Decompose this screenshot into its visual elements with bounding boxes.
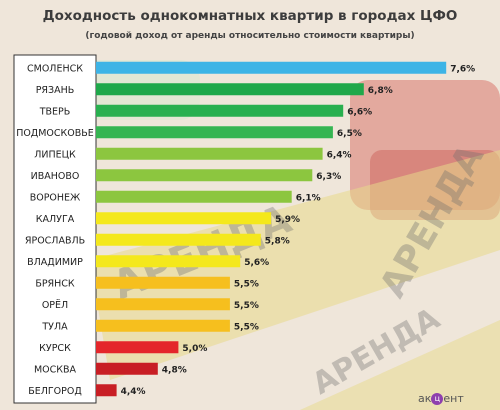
bar — [96, 169, 313, 182]
bar — [96, 233, 261, 246]
category-label: ЯРОСЛАВЛЬ — [25, 235, 85, 246]
value-label: 5,0% — [182, 344, 207, 354]
category-label: КАЛУГА — [36, 214, 75, 225]
bar — [96, 255, 241, 268]
category-label: ТУЛА — [41, 321, 68, 332]
value-label: 7,6% — [450, 64, 475, 74]
value-label: 6,8% — [368, 86, 393, 96]
value-label: 4,8% — [162, 365, 187, 375]
chart-subtitle: (годовой доход от аренды относительно ст… — [85, 31, 415, 41]
value-label: 6,4% — [327, 150, 352, 160]
category-label: ЛИПЕЦК — [34, 149, 76, 160]
value-label: 6,6% — [347, 107, 372, 117]
bar — [96, 319, 230, 332]
value-label: 5,8% — [265, 236, 290, 246]
bar — [96, 104, 344, 117]
bar — [96, 341, 179, 354]
bar — [96, 126, 333, 139]
category-label: ТВЕРЬ — [39, 106, 71, 117]
category-label: ВЛАДИМИР — [27, 257, 83, 268]
value-label: 5,5% — [234, 279, 259, 289]
bar — [96, 190, 292, 203]
value-label: 5,5% — [234, 322, 259, 332]
value-label: 5,9% — [275, 215, 300, 225]
logo-mark-icon: ц — [431, 393, 444, 405]
bar — [96, 147, 323, 160]
value-label: 6,1% — [296, 193, 321, 203]
bar — [96, 83, 364, 96]
value-label: 6,3% — [316, 172, 341, 182]
value-label: 5,5% — [234, 301, 259, 311]
category-label-frame — [13, 54, 97, 404]
bar — [96, 61, 447, 74]
category-label: ПОДМОСКОВЬЕ — [16, 128, 94, 139]
category-label: БЕЛГОРОД — [28, 386, 82, 397]
value-label: 6,5% — [337, 129, 362, 139]
value-label: 5,6% — [244, 258, 269, 268]
brand-logo: ак ц ент — [418, 392, 464, 405]
category-label: ОРЁЛ — [42, 300, 68, 311]
bar — [96, 384, 117, 397]
category-label: БРЯНСК — [35, 278, 75, 289]
bar — [96, 298, 230, 311]
bar — [96, 212, 272, 225]
category-label: МОСКВА — [34, 364, 77, 375]
category-label: СМОЛЕНСК — [27, 63, 83, 74]
category-label: РЯЗАНЬ — [36, 85, 75, 96]
bar — [96, 362, 158, 375]
category-label: ВОРОНЕЖ — [30, 192, 81, 203]
category-label: ИВАНОВО — [31, 171, 80, 182]
value-label: 4,4% — [121, 387, 146, 397]
chart-title: Доходность однокомнатных квартир в город… — [42, 8, 458, 24]
bar — [96, 276, 230, 289]
category-label: КУРСК — [39, 343, 71, 354]
